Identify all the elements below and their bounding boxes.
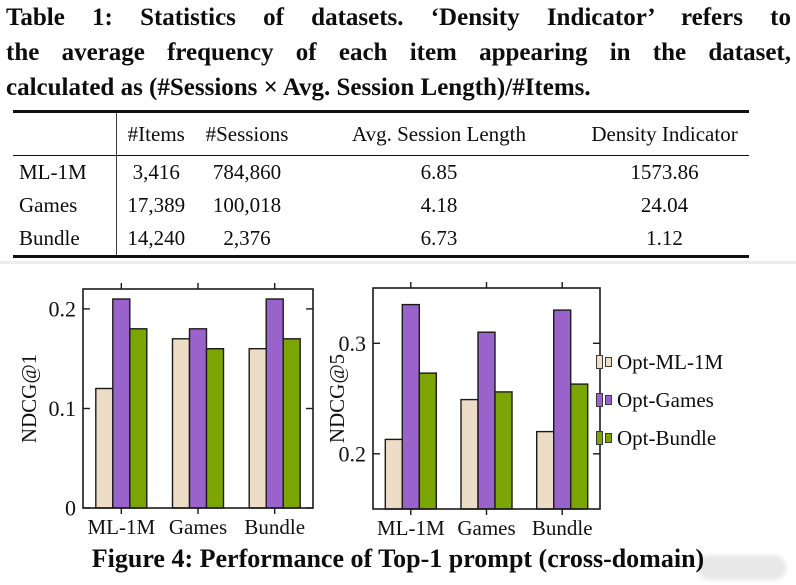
- legend-item-opt-bundle: Opt-Bundle: [596, 425, 723, 451]
- bar-Opt-ML-1M-ML-1M: [384, 438, 403, 510]
- table-cell: 1.12: [646, 226, 683, 250]
- bar-Opt-ML-1M-Bundle: [248, 348, 267, 509]
- bar-Opt-ML-1M-Games: [460, 398, 479, 510]
- legend-swatch-icon: [596, 393, 614, 407]
- table-cell: 6.73: [420, 226, 458, 250]
- column-header: Density Indicator: [580, 111, 749, 156]
- table-cell: 1573.86: [630, 160, 699, 184]
- legend-swatch-icon: [596, 355, 614, 369]
- table-row: ML-1M 3,416 784,860 6.85 1573.86: [13, 155, 749, 189]
- legend-label: Opt-Games: [617, 387, 714, 412]
- y-axis-label: NDCG@5: [325, 354, 349, 443]
- figure-caption: Figure 4: Performance of Top-1 prompt (c…: [91, 544, 705, 573]
- bar-Opt-Bundle-Bundle: [570, 383, 589, 510]
- column-header: Avg. Session Length: [298, 111, 580, 156]
- table-cell: 17,389: [127, 193, 186, 217]
- watermark-smudge: [698, 555, 786, 580]
- bar-Opt-Bundle-ML-1M: [418, 372, 437, 510]
- bar-Opt-ML-1M-Games: [171, 338, 191, 509]
- x-tick-label: Bundle: [244, 515, 305, 539]
- bar-Opt-Games-ML-1M: [401, 303, 420, 510]
- bar-Opt-Bundle-Games: [205, 348, 225, 509]
- table-cell: 3,416: [132, 160, 180, 184]
- table-row: Games 17,389 100,018 4.18 24.04: [13, 189, 749, 222]
- bar-Opt-Games-Games: [188, 328, 208, 509]
- figure-charts: 0 0.1 0.2 ML-1M Games Bundle NDCG@1 0.2 0.3 ML-1M…: [17, 282, 601, 540]
- y-tick-label: 0.1: [49, 396, 77, 421]
- table-row: Bundle 14,240 2,376 6.73 1.12: [13, 222, 749, 257]
- table-cell: 784,860: [212, 160, 282, 184]
- stats-table-body: ML-1M 3,416 784,860 6.85 1573.86 Games 17,389 1…: [13, 155, 749, 257]
- bar-Opt-ML-1M-Bundle: [536, 430, 555, 510]
- x-tick-label: Bundle: [532, 516, 593, 540]
- table-cell: 24.04: [640, 193, 689, 217]
- x-tick-label: ML-1M: [87, 515, 155, 539]
- y-tick-label: 0: [65, 496, 76, 521]
- table-caption-line: calculated as (#Sessions × Avg. Session …: [6, 74, 591, 101]
- legend-label: Opt-ML-1M: [617, 349, 724, 374]
- table-cell: 14,240: [127, 226, 186, 250]
- row-label: Games: [13, 189, 117, 222]
- y-tick-label: 0.2: [339, 441, 367, 466]
- table-cell: 6.85: [420, 160, 458, 184]
- table-cell: 4.18: [420, 193, 458, 217]
- table-cell: 2,376: [223, 226, 271, 250]
- legend-label: Opt-Bundle: [617, 425, 717, 450]
- x-tick-label: Games: [169, 515, 227, 539]
- bar-Opt-Bundle-Bundle: [282, 338, 301, 509]
- bar-Opt-Bundle-Games: [494, 391, 513, 510]
- y-tick-label: 0.3: [339, 331, 367, 356]
- bar-Opt-Games-Games: [477, 331, 496, 510]
- table-caption-line: the average frequency of each item appea…: [6, 39, 791, 66]
- bar-Opt-Games-Bundle: [553, 309, 572, 510]
- stats-table: #Items #Sessions Avg. Session Length Densit…: [13, 110, 749, 258]
- bar-Opt-Bundle-ML-1M: [129, 328, 148, 509]
- legend-item-opt-ml-1m: Opt-ML-1M: [596, 349, 723, 375]
- column-header: #Items: [116, 111, 196, 156]
- row-label: ML-1M: [13, 155, 117, 189]
- table-caption: Table 1: Statistics of datasets. ‘Densit…: [6, 0, 791, 105]
- x-tick-label: ML-1M: [377, 516, 445, 540]
- column-header: #Sessions: [196, 111, 298, 156]
- x-tick-label: Games: [457, 516, 515, 540]
- table-cell: 100,018: [212, 193, 282, 217]
- bar-Opt-Games-ML-1M: [112, 298, 131, 509]
- legend-swatch-icon: [596, 431, 614, 445]
- row-label: Bundle: [13, 222, 117, 257]
- y-axis-label: NDCG@1: [17, 354, 41, 443]
- figure-separator: [0, 261, 796, 264]
- bar-Opt-Games-Bundle: [265, 298, 284, 509]
- chart-legend: Opt-ML-1M Opt-Games Opt-Bundle: [596, 349, 723, 463]
- stats-table-header: #Items #Sessions Avg. Session Length Densit…: [13, 111, 749, 156]
- column-header-row-label: [13, 111, 117, 156]
- table-caption-line: Table 1: Statistics of datasets. ‘Densit…: [6, 4, 791, 31]
- bar-Opt-ML-1M-ML-1M: [95, 387, 114, 509]
- legend-item-opt-games: Opt-Games: [596, 387, 723, 413]
- y-tick-label: 0.2: [49, 296, 77, 321]
